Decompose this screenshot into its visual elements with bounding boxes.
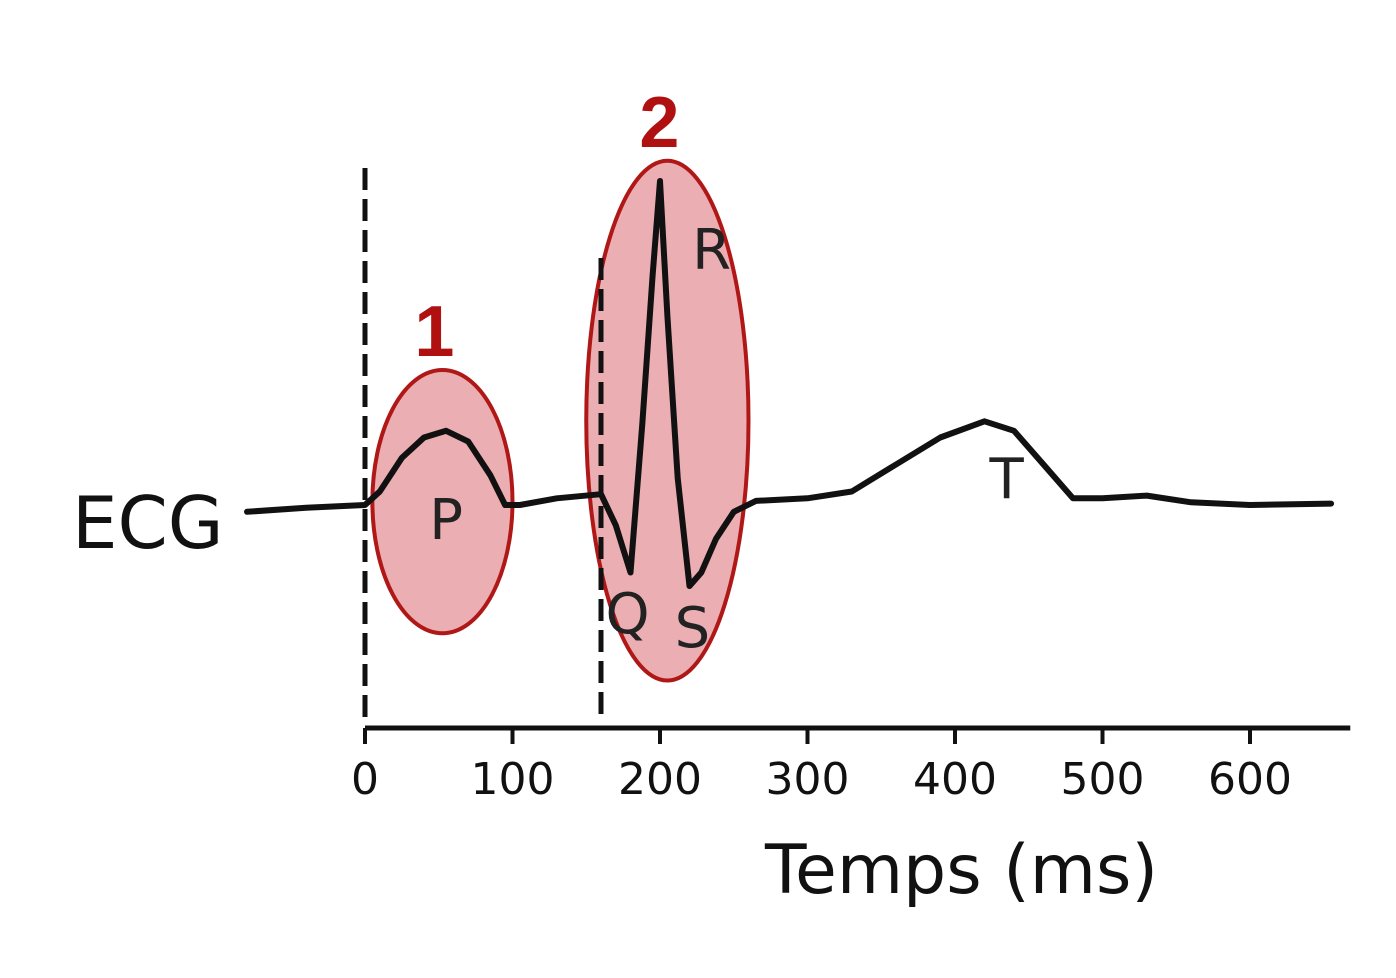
x-tick-label-400: 400: [913, 754, 997, 805]
x-axis: 0 100 200 300 400 500 600: [351, 725, 1351, 805]
x-axis-title: Temps (ms): [764, 831, 1158, 910]
region-numbers: 12: [414, 83, 679, 372]
highlight-regions: [370, 158, 751, 683]
x-tick-label-100: 100: [471, 754, 555, 805]
wave-label-r: R: [692, 218, 731, 283]
x-tick-label-0: 0: [351, 754, 379, 805]
wave-label-t: T: [989, 447, 1025, 512]
wave-label-s: S: [675, 596, 711, 661]
x-tick-label-500: 500: [1061, 754, 1145, 805]
wave-label-p: P: [429, 488, 463, 553]
wave-label-q: Q: [606, 582, 650, 647]
x-tick-label-200: 200: [618, 754, 702, 805]
region-number-2: 2: [639, 83, 679, 163]
wave-labels: P Q R S T: [429, 218, 1024, 661]
x-tick-label-600: 600: [1208, 754, 1292, 805]
x-tick-label-300: 300: [766, 754, 850, 805]
ecg-trace-group: [244, 178, 1335, 589]
region-number-1: 1: [414, 292, 454, 372]
timing-markers: [362, 168, 604, 725]
ecg-trace-line: [244, 178, 1335, 589]
ecg-label: ECG: [72, 481, 224, 565]
